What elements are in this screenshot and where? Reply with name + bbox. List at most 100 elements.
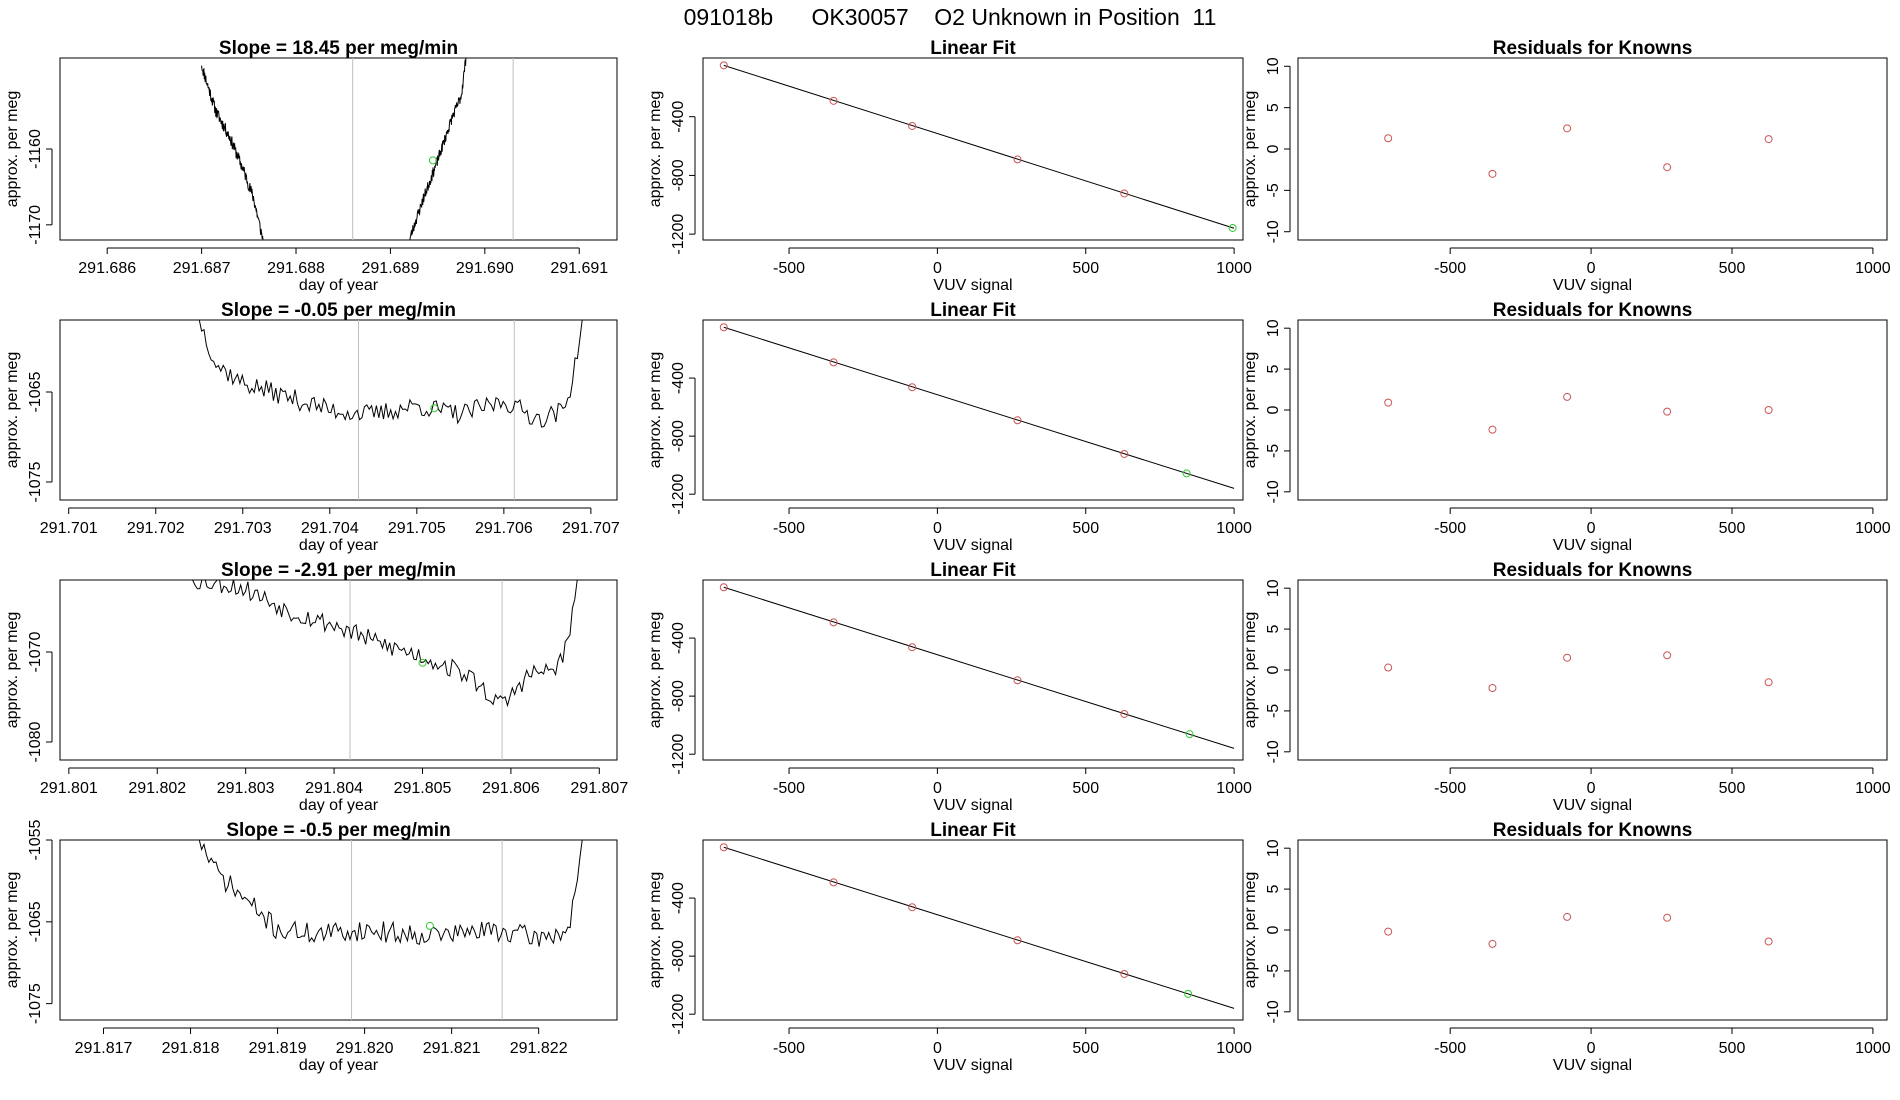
plot-area (719, 583, 1235, 749)
x-tick-label: 1000 (1855, 780, 1891, 797)
y-tick-label: -1200 (670, 994, 687, 1035)
y-tick-label: 10 (1265, 319, 1282, 337)
residual-point (1384, 663, 1393, 672)
y-axis-label: approx. per meg (4, 91, 21, 208)
known-point (1013, 155, 1022, 164)
y-tick-label: -1080 (27, 721, 44, 762)
plot-frame (702, 579, 1244, 761)
known-point (719, 583, 728, 592)
y-axis-label: approx. per meg (647, 352, 664, 469)
trace-line (192, 580, 578, 708)
y-tick-label: -1200 (670, 214, 687, 255)
y-tick-label: -1070 (27, 631, 44, 672)
x-axis-label: VUV signal (1553, 537, 1632, 554)
panel-title: Residuals for Knowns (1493, 820, 1693, 841)
x-tick-label: 291.822 (510, 1040, 568, 1057)
fit-line (723, 326, 1235, 489)
y-axis-label: approx. per meg (1242, 352, 1259, 469)
y-tick-label: -1055 (27, 819, 44, 860)
y-tick-label: 10 (1265, 57, 1282, 75)
panel-fit-row4: Linear Fit -500 0 500 1000 VUV signal -400 -800… (647, 820, 1252, 1074)
run-id: 091018b (683, 4, 774, 30)
x-tick-label: 0 (933, 520, 942, 537)
x-tick-label: 500 (1072, 1040, 1099, 1057)
panel-title: Slope = -2.91 per meg/min (221, 560, 456, 581)
y-tick-label: -400 (670, 622, 687, 654)
y-tick-label: 0 (1265, 405, 1282, 414)
y-tick-label: -800 (670, 159, 687, 191)
x-tick-label: 1000 (1855, 260, 1891, 277)
known-point (829, 358, 838, 367)
unknown-point (1184, 989, 1193, 998)
known-point (1120, 709, 1129, 718)
plot-frame (1297, 319, 1888, 501)
y-axis-label: approx. per meg (4, 352, 21, 469)
known-point (719, 61, 728, 70)
panel-resid-row4: Residuals for Knowns -500 0 500 1000 VUV sign… (1242, 820, 1891, 1074)
trace-line (201, 65, 264, 240)
panel-resid-row3: Residuals for Knowns -500 0 500 1000 VUV sign… (1242, 560, 1891, 814)
known-point (1013, 676, 1022, 685)
x-tick-label: 291.817 (75, 1040, 133, 1057)
panel-title: Slope = 18.45 per meg/min (219, 38, 458, 59)
residual-point (1663, 651, 1672, 660)
panel-title: Residuals for Knowns (1493, 560, 1693, 581)
panel-title: Linear Fit (930, 820, 1016, 841)
x-tick-label: 291.820 (336, 1040, 394, 1057)
x-axis-label: VUV signal (933, 277, 1012, 294)
tank-id: OK30057 (811, 4, 909, 30)
x-tick-label: 291.803 (217, 780, 275, 797)
y-axis-label: approx. per meg (1242, 612, 1259, 729)
y-tick-label: -5 (1265, 704, 1282, 718)
residual-point (1663, 163, 1672, 172)
x-axis-label: day of year (299, 537, 379, 554)
x-tick-label: -500 (1434, 520, 1466, 537)
unknown-point (428, 156, 437, 165)
x-tick-label: 291.804 (305, 780, 363, 797)
y-tick-label: -400 (670, 882, 687, 914)
x-axis-label: VUV signal (933, 537, 1012, 554)
x-tick-label: -500 (1434, 260, 1466, 277)
x-tick-label: 291.707 (562, 520, 620, 537)
x-tick-label: 0 (933, 260, 942, 277)
residual-point (1663, 407, 1672, 416)
plot-frame (59, 319, 618, 501)
x-tick-label: 291.686 (78, 260, 136, 277)
x-tick-label: 291.802 (128, 780, 186, 797)
x-tick-label: 500 (1719, 1040, 1746, 1057)
residual-point (1488, 939, 1497, 948)
known-point (719, 323, 728, 332)
known-point (908, 121, 917, 130)
x-tick-label: 0 (1587, 260, 1596, 277)
known-point (829, 96, 838, 105)
y-tick-label: -1200 (670, 734, 687, 775)
x-tick-label: 0 (1587, 1040, 1596, 1057)
x-tick-label: 500 (1072, 780, 1099, 797)
plot-area (1384, 392, 1773, 434)
x-axis-label: VUV signal (933, 797, 1012, 814)
x-tick-label: 0 (1587, 780, 1596, 797)
residual-point (1563, 912, 1572, 921)
residual-point (1384, 398, 1393, 407)
x-tick-label: 291.818 (162, 1040, 220, 1057)
known-point (1013, 416, 1022, 425)
y-tick-label: -800 (670, 420, 687, 452)
known-point (829, 618, 838, 627)
y-tick-label: -1075 (27, 461, 44, 502)
residual-point (1764, 937, 1773, 946)
panel-trace-row3: Slope = -2.91 per meg/min 291.801 291.802 2… (4, 560, 628, 814)
x-tick-label: 291.807 (570, 780, 628, 797)
x-tick-label: 291.806 (482, 780, 540, 797)
y-tick-label: 5 (1265, 885, 1282, 894)
y-axis-label: approx. per meg (647, 872, 664, 989)
plot-area (719, 843, 1235, 1009)
y-tick-label: 0 (1265, 665, 1282, 674)
known-point (719, 843, 728, 852)
y-tick-label: -1065 (27, 901, 44, 942)
panel-title: Linear Fit (930, 560, 1016, 581)
x-tick-label: 291.704 (301, 520, 359, 537)
y-tick-label: -5 (1265, 183, 1282, 197)
unknown-point (1228, 223, 1237, 232)
y-tick-label: -10 (1265, 740, 1282, 763)
